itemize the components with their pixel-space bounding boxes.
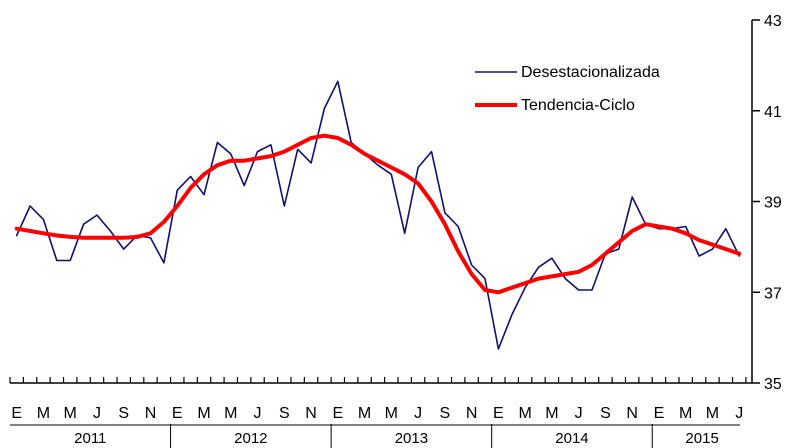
x-month-label: N — [626, 405, 638, 422]
x-month-label: M — [545, 405, 558, 422]
y-tick-label: 43 — [764, 13, 782, 30]
legend-label: Tendencia-Ciclo — [521, 97, 635, 114]
legend-label: Desestacionalizada — [521, 64, 660, 81]
y-tick-label: 35 — [764, 376, 782, 393]
x-month-label: E — [332, 405, 343, 422]
x-month-label: S — [440, 405, 451, 422]
x-month-label: M — [37, 405, 50, 422]
x-month-label: M — [224, 405, 237, 422]
y-tick-label: 37 — [764, 285, 782, 302]
series-line-desestacionalizada — [15, 80, 741, 350]
plot-lines — [14, 80, 742, 350]
y-axis: 35 37 39 41 43 — [751, 13, 782, 393]
x-month-label: M — [197, 405, 210, 422]
x-month-label: E — [172, 405, 183, 422]
x-month-label: N — [466, 405, 478, 422]
x-month-label: N — [305, 405, 317, 422]
x-month-label: M — [706, 405, 719, 422]
x-year-label: 2015 — [685, 430, 718, 447]
x-month-label: S — [279, 405, 290, 422]
x-year-label: 2011 — [74, 430, 106, 447]
x-month-label: E — [493, 405, 504, 422]
x-year-label: 2012 — [234, 430, 267, 447]
x-month-label: E — [654, 405, 665, 422]
x-month-label: E — [11, 405, 22, 422]
x-month-label: J — [575, 405, 583, 422]
x-month-label: S — [600, 405, 611, 422]
x-month-label: M — [679, 405, 692, 422]
x-month-label: M — [518, 405, 531, 422]
y-tick-label: 39 — [764, 195, 782, 212]
x-month-label: J — [735, 405, 743, 422]
x-month-label: J — [93, 405, 101, 422]
x-month-label: S — [118, 405, 129, 422]
x-month-label: M — [385, 405, 398, 422]
y-tick-label: 41 — [764, 104, 782, 121]
x-month-label: J — [414, 405, 422, 422]
x-month-label: M — [358, 405, 371, 422]
x-month-label: N — [145, 405, 157, 422]
x-month-label: J — [254, 405, 262, 422]
x-year-label: 2014 — [555, 430, 588, 447]
legend: Desestacionalizada Tendencia-Ciclo — [475, 64, 660, 114]
x-year-label: 2013 — [395, 430, 428, 447]
series-line-tendencia-ciclo — [14, 133, 742, 295]
x-month-label: M — [64, 405, 77, 422]
